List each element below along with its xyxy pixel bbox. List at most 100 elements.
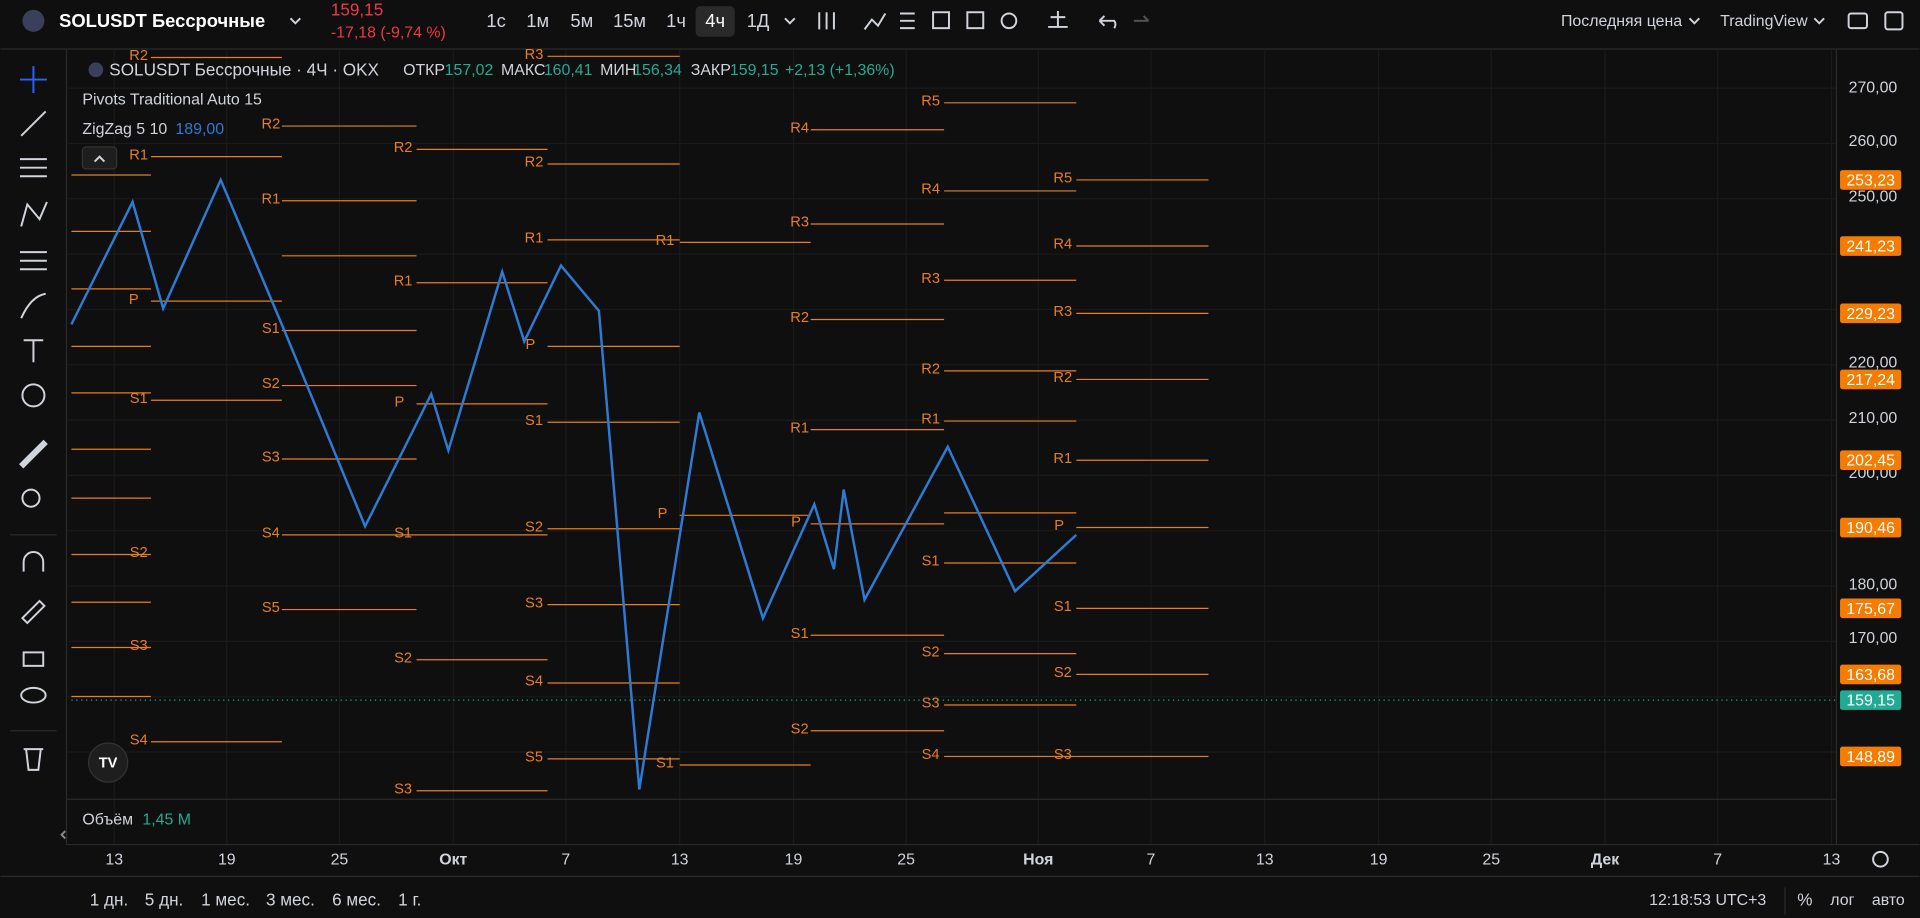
time-label: 7 [1713,852,1722,869]
symbol-icon[interactable] [22,9,45,32]
undo[interactable] [1098,15,1117,29]
fullscreen[interactable] [1847,12,1868,30]
price-label: 180,00 [1849,576,1898,593]
range-button[interactable]: 3 мес. [266,889,315,909]
text-tool[interactable] [23,339,44,363]
pivot-label: R1 [262,191,281,207]
brand-dropdown[interactable] [1813,17,1825,25]
pivot-badge [1840,450,1902,471]
pivot-label: R1 [394,273,413,289]
zigzag-indicator[interactable]: ZigZag 5 10 [82,121,167,138]
compare[interactable] [1048,11,1068,28]
auto-toggle[interactable]: авто [1872,892,1905,909]
time-label: 25 [1482,852,1500,869]
expand-toolbar[interactable] [60,830,66,840]
time-label: 13 [1256,852,1274,869]
emoji-tool[interactable] [21,383,46,408]
crosshair-tool[interactable] [19,66,47,94]
timeframe[interactable]: 1ч [666,10,686,31]
time-label: Ноя [1023,852,1053,869]
timeframe[interactable]: 4ч [705,10,725,31]
volume-value: 1,45 M [142,811,191,828]
zoom-tool[interactable] [21,488,41,508]
range-button[interactable]: 1 г. [398,889,421,909]
pivot-label: S5 [262,600,280,616]
pivot-label: P [791,515,801,531]
pivot-label: P [658,506,668,522]
percent-toggle[interactable]: % [1797,889,1812,909]
timeframe[interactable]: 15м [613,10,646,31]
snapshot[interactable] [1884,11,1904,31]
line-tool[interactable] [20,110,47,137]
pivots: R2 R1 P S1 S2 S3 S4 R2 R1 S1 S2 S3 S4 S5 R3 R2 R1 P S1 S2 S3… [71,47,1209,797]
alert[interactable] [932,11,950,30]
pivot-label: R1 [656,233,675,249]
price-axis: 270,00260,00250,00220,00210,00200,00180,… [1840,79,1902,767]
brand[interactable]: TradingView [1720,13,1808,30]
axis-settings[interactable] [1872,850,1889,868]
change: -17,18 (-9,74 %) [331,24,446,41]
range-button[interactable]: 1 мес. [201,889,250,909]
pivot-badge [1840,369,1902,390]
pattern-tool[interactable] [20,201,48,227]
pivot-label: S3 [130,638,148,654]
tv-logo[interactable] [87,742,129,783]
pivot-label: R2 [790,310,809,326]
pivot-label: S2 [525,519,543,535]
timeframe[interactable]: 1м [526,10,549,31]
pivot-label: S2 [922,644,940,660]
pivot-label: R4 [921,182,940,198]
settings[interactable] [1000,12,1018,30]
brush-tool[interactable] [20,292,46,319]
time-label: 7 [561,852,570,869]
pivot-label: S2 [262,376,280,392]
pivot-label: R1 [1053,451,1072,467]
log-toggle[interactable]: лог [1830,892,1854,909]
grid [67,50,1837,845]
magnet-tool[interactable] [22,551,45,572]
timeframe-dropdown[interactable] [784,17,796,25]
time-label: 13 [671,852,689,869]
pivot-label: S3 [525,595,543,611]
price-type-dropdown[interactable] [1688,17,1700,25]
price-label: 170,00 [1849,630,1898,647]
pivot-label: S4 [130,732,148,748]
lock-tool[interactable] [22,651,45,667]
pivot-badge [1840,236,1902,256]
top-bar: SOLUSDT Бессрочные 159,15 -17,18 (-9,74 … [0,0,1920,50]
symbol-dropdown[interactable] [289,17,301,25]
pivot-label: R3 [921,271,940,287]
redo[interactable] [1133,15,1150,22]
pivot-badge-label: 175,67 [1846,601,1895,618]
pivot-label: S2 [791,721,809,737]
chart-type[interactable] [818,12,835,30]
pivot-badge [1840,517,1902,538]
pivot-label: R3 [1053,304,1072,320]
fib-tool[interactable] [19,158,47,178]
pivot-label: S3 [394,781,412,797]
timeframe[interactable]: 1с [486,10,505,31]
draw-mode[interactable] [21,599,46,625]
ruler-tool[interactable] [19,439,48,469]
replay[interactable] [966,11,985,30]
pivot-label: R3 [525,47,544,63]
indicators[interactable] [863,12,887,30]
forecast-tool[interactable] [19,251,47,271]
legend-change: +2,13 (+1,36%) [785,62,895,79]
delete-tool[interactable] [23,748,44,771]
time-label: 25 [897,852,915,869]
range-button[interactable]: 5 дн. [145,889,184,909]
range-button[interactable]: 6 мес. [332,889,381,909]
range-button[interactable]: 1 дн. [90,889,128,909]
time-label: 13 [1823,852,1841,869]
pivots-indicator[interactable]: Pivots Traditional Auto 15 [82,92,262,109]
hide-tool[interactable] [20,686,47,704]
pivot-badge-label: 229,23 [1846,306,1895,323]
timeframe[interactable]: 1Д [747,10,770,31]
timeframe[interactable]: 5м [570,10,593,31]
price-type[interactable]: Последняя цена [1561,13,1682,30]
price-label: 270,00 [1849,79,1898,96]
templates[interactable] [900,12,915,30]
pivot-badge-label: 190,46 [1846,520,1895,537]
symbol[interactable]: SOLUSDT Бессрочные [59,10,265,31]
